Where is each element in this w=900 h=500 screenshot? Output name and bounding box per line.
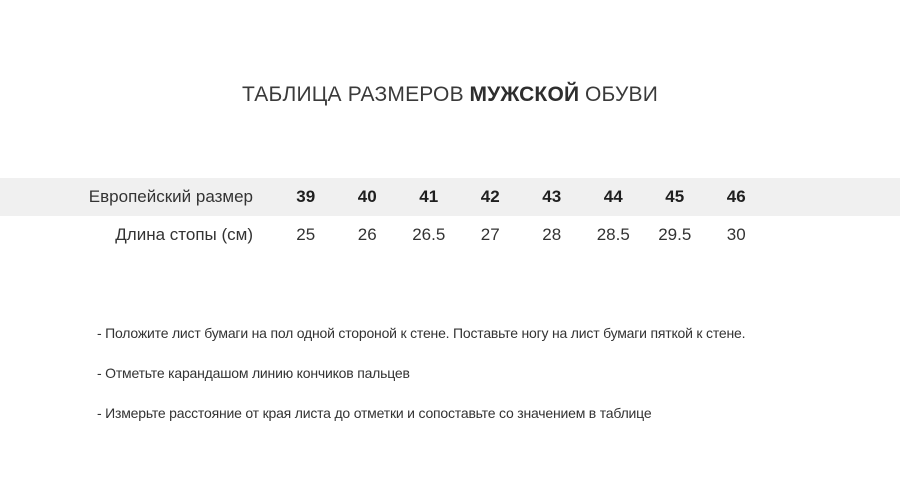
foot-length-value: 28 [542,225,562,244]
page-title: ТАБЛИЦА РАЗМЕРОВ МУЖСКОЙ ОБУВИ [0,84,900,106]
eu-size-value: 42 [480,187,500,206]
foot-length-value: 29.5 [658,225,692,244]
eu-size-value: 40 [357,187,377,206]
foot-length-value: 26.5 [412,225,446,244]
eu-size-value: 45 [665,187,685,206]
title-gender-emphasis: МУЖСКОЙ [469,83,580,106]
measurement-instructions: - Положите лист бумаги на пол одной стор… [97,326,860,446]
size-table: Европейский размер 39 40 41 42 43 44 45 … [0,178,900,254]
instruction-step: - Положите лист бумаги на пол одной стор… [97,325,746,341]
title-prefix: ТАБЛИЦА РАЗМЕРОВ [241,83,464,106]
row-label-foot-length: Длина стопы (см) [115,225,253,244]
foot-length-value: 27 [480,225,500,244]
eu-size-value: 44 [603,187,623,206]
table-row-foot-length: Длина стопы (см) 25 26 26.5 27 28 28.5 2… [0,216,900,254]
table-row-eu-size: Европейский размер 39 40 41 42 43 44 45 … [0,178,900,216]
foot-length-value: 30 [726,225,746,244]
instruction-step: - Измерьте расстояние от края листа до о… [97,405,652,421]
row-label-eu-size: Европейский размер [88,187,253,206]
eu-size-value: 41 [419,187,439,206]
eu-size-value: 43 [542,187,562,206]
foot-length-value: 28.5 [596,225,630,244]
eu-size-value: 46 [726,187,746,206]
title-suffix: ОБУВИ [584,83,659,106]
eu-size-value: 39 [296,187,316,206]
foot-length-value: 26 [357,225,377,244]
instruction-step: - Отметьте карандашом линию кончиков пал… [97,365,410,381]
foot-length-value: 25 [296,225,316,244]
